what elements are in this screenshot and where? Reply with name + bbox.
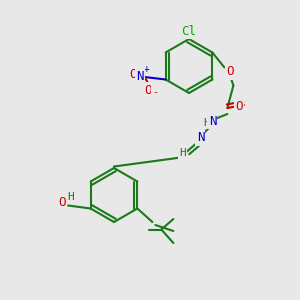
Text: -: - [152, 87, 158, 97]
Text: O: O [129, 68, 136, 82]
Text: O: O [236, 100, 243, 113]
Text: O: O [226, 65, 234, 79]
Text: N: N [208, 115, 216, 128]
Text: O: O [58, 196, 66, 209]
Text: H: H [203, 118, 210, 128]
Text: Cl: Cl [182, 25, 196, 38]
Text: H: H [68, 191, 74, 202]
Text: N: N [196, 131, 204, 145]
Text: +: + [143, 64, 149, 74]
Text: N: N [136, 70, 144, 83]
Text: H: H [179, 148, 186, 158]
Text: O: O [144, 83, 152, 97]
